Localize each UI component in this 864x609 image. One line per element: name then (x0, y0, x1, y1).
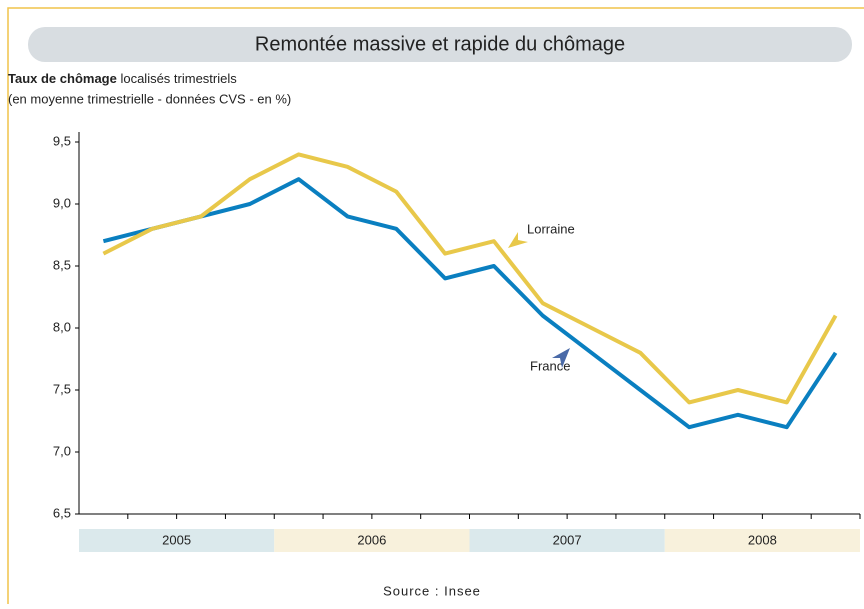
subtitle2: (en moyenne trimestrielle - données CVS … (8, 91, 291, 106)
subtitle-bold: Taux de chômage (8, 71, 117, 86)
series-label: Lorraine (527, 221, 575, 236)
year-band (79, 529, 275, 552)
x-tick-label: 2005 (162, 532, 191, 547)
y-tick-label: 7,0 (53, 443, 71, 458)
y-tick-label: 7,5 (53, 381, 71, 396)
subtitle: Taux de chômage localisés trimestriels (8, 71, 237, 86)
y-tick-label: 8,0 (53, 319, 71, 334)
series-line (102, 152, 838, 405)
source: Source : Insee (383, 583, 481, 598)
chart-title: Remontée massive et rapide du chômage (255, 33, 625, 55)
x-tick-label: 2006 (357, 532, 386, 547)
year-band (664, 529, 860, 552)
x-tick-label: 2007 (553, 532, 582, 547)
series-label: France (530, 358, 570, 373)
y-tick-label: 6,5 (53, 505, 71, 520)
y-tick-label: 9,5 (53, 133, 71, 148)
year-band (469, 529, 665, 552)
x-tick-label: 2008 (748, 532, 777, 547)
arrow (508, 232, 528, 248)
title-box (28, 27, 852, 62)
subtitle-rest: localisés trimestriels (117, 71, 237, 86)
y-tick-label: 9,0 (53, 195, 71, 210)
arrow (552, 348, 570, 368)
frame (7, 7, 864, 604)
series-line (102, 177, 838, 430)
year-band (274, 529, 470, 552)
y-tick-label: 8,5 (53, 257, 71, 272)
